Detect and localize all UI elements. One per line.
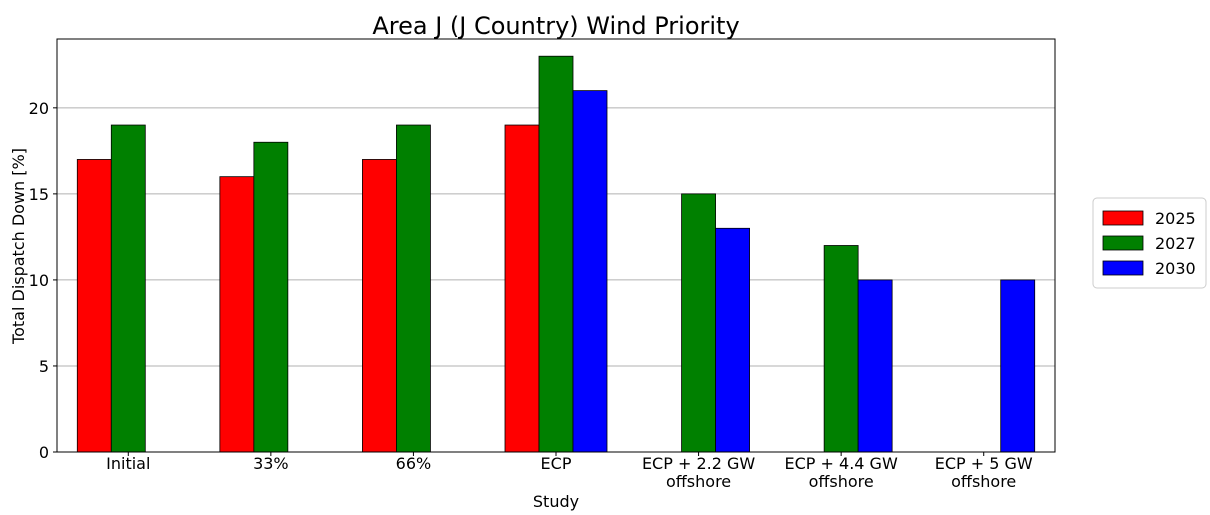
bar-2025-3 — [504, 124, 540, 453]
bar-2027-3 — [538, 55, 574, 453]
bar-2030-5 — [857, 279, 893, 453]
bar-2030-4 — [715, 227, 750, 453]
x-tick-label: ECP + 5 GW offshore — [935, 454, 1033, 491]
chart-title: Area J (J Country) Wind Priority — [372, 12, 739, 40]
bar-2027-1 — [253, 141, 289, 453]
legend-label-2025: 2025 — [1155, 209, 1196, 228]
legend-swatch-2025 — [1102, 210, 1144, 226]
y-axis-label: Total Dispatch Down [%] — [9, 148, 28, 345]
bar-2030-6 — [1000, 279, 1036, 453]
x-tick-labels: Initial 33% 66% ECP ECP + 2.2 GW offshore ECP … — [106, 452, 1033, 491]
x-tick-label: 66% — [396, 454, 432, 473]
bar-2027-2 — [396, 124, 431, 453]
x-axis-label: Study — [533, 492, 579, 511]
bar-2027-5 — [823, 245, 859, 453]
bar-2025-0 — [76, 159, 112, 453]
y-tick-label: 15 — [29, 185, 49, 204]
bars — [76, 55, 1036, 453]
legend-swatch-2030 — [1102, 260, 1144, 276]
x-tick-label: Initial — [106, 454, 150, 473]
y-tick-label: 0 — [39, 443, 49, 462]
bar-2027-4 — [681, 193, 716, 453]
bar-2030-3 — [572, 90, 608, 453]
legend: 2025 2027 2030 — [1092, 197, 1207, 289]
x-tick-label: ECP + 4.4 GW offshore — [785, 454, 898, 491]
y-tick-label: 10 — [29, 271, 49, 290]
legend-swatch-2027 — [1102, 235, 1144, 251]
legend-label-2027: 2027 — [1155, 234, 1196, 253]
bar-2025-2 — [362, 159, 397, 453]
y-tick-label: 5 — [39, 357, 49, 376]
x-tick-label: ECP + 2.2 GW offshore — [642, 454, 755, 491]
x-tick-label: ECP — [541, 454, 572, 473]
y-tick-labels: 0 5 10 15 20 — [29, 99, 57, 462]
bar-2025-1 — [219, 176, 255, 453]
y-tick-label: 20 — [29, 99, 49, 118]
bar-2027-0 — [110, 124, 146, 453]
legend-label-2030: 2030 — [1155, 259, 1196, 278]
x-tick-label: 33% — [253, 454, 289, 473]
